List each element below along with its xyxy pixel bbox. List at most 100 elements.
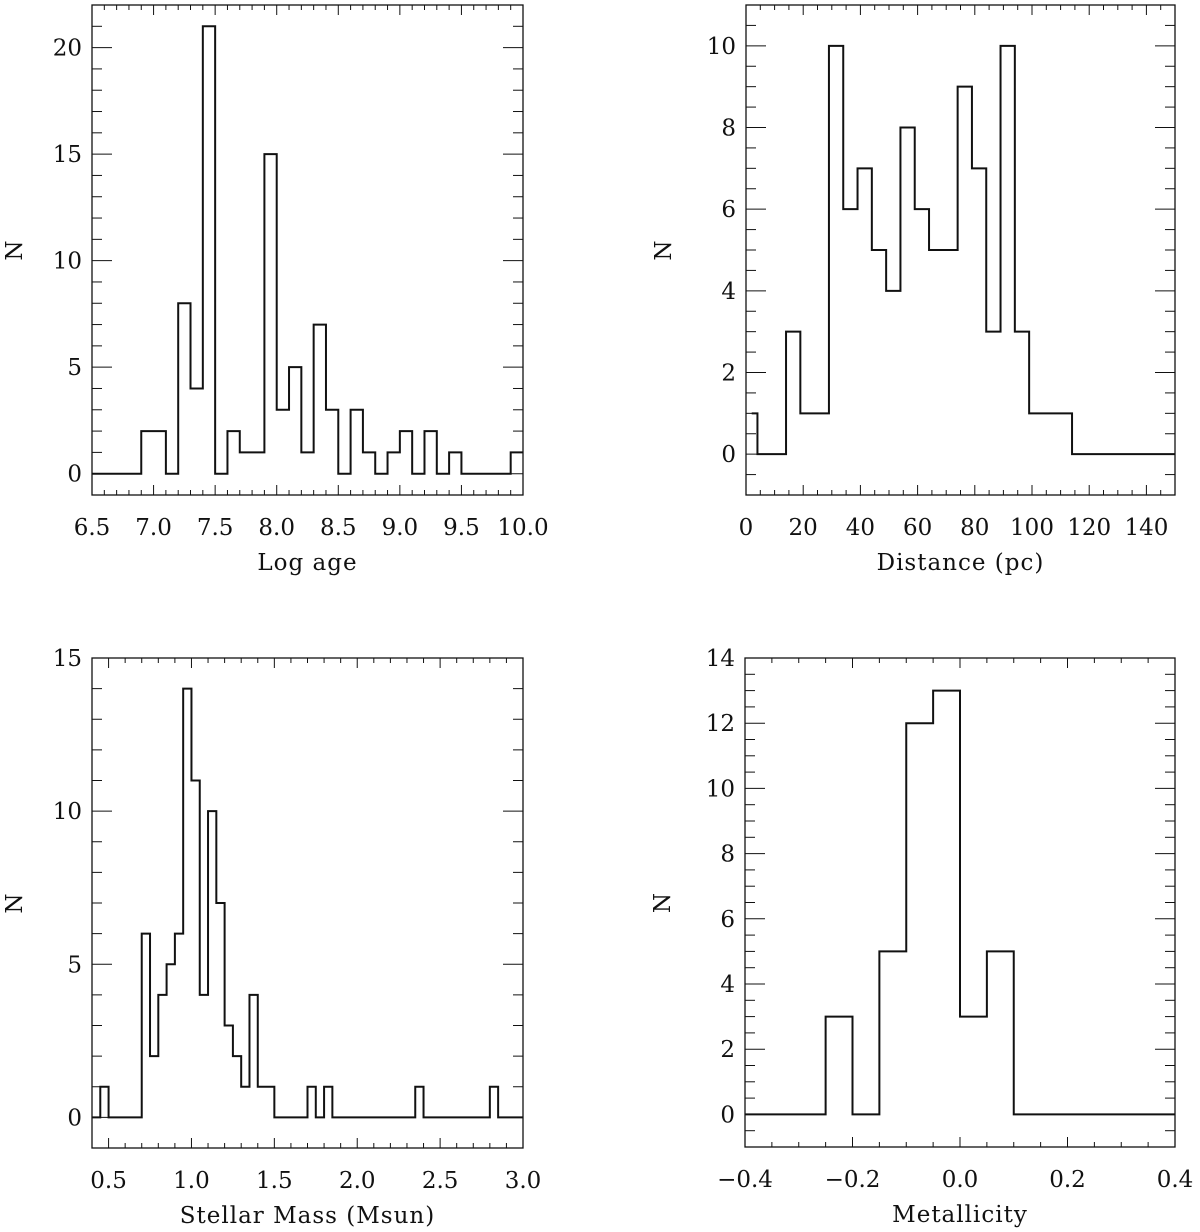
histogram-bin (326, 410, 338, 474)
histogram-bin (815, 413, 829, 454)
histogram-bins (100, 689, 498, 1118)
histogram-bin (324, 1087, 332, 1118)
histogram-bin (986, 332, 1000, 455)
x-tick-label: 100 (1010, 515, 1054, 541)
y-tick-label: 6 (721, 197, 736, 223)
histogram-step-line (92, 687, 523, 1119)
histogram-step-line (751, 44, 1175, 456)
y-tick-label: 10 (706, 776, 735, 802)
histogram-bin (301, 452, 313, 473)
histogram-bin (829, 46, 843, 454)
histogram-bin (227, 431, 239, 474)
histogram-bin (958, 87, 972, 455)
histogram-bin (154, 431, 166, 474)
y-tick-label: 10 (53, 799, 82, 825)
histogram-bin (258, 1087, 275, 1118)
histogram-bin (943, 250, 957, 454)
histogram-bin (929, 250, 943, 454)
histogram-panel-3: 0.5 1.0 1.5 2.0 2.5 3.0 0 5 10 15 Stellar Mass (Ms… (2, 646, 541, 1229)
histogram-bin (191, 781, 199, 1118)
x-tick-label: 80 (960, 515, 989, 541)
x-tick-label: 2.5 (422, 1168, 459, 1194)
histogram-bin (424, 431, 436, 474)
histogram-bin (158, 995, 166, 1118)
y-tick-label: 0 (67, 462, 82, 488)
histogram-bin (800, 413, 814, 454)
histogram-bin (249, 995, 257, 1118)
y-tick-label: 5 (67, 952, 82, 978)
x-tick-label: 60 (903, 515, 932, 541)
y-tick-label: 12 (706, 711, 735, 737)
histogram-bin (449, 452, 461, 473)
histogram-bin (175, 934, 183, 1118)
histogram-bin (150, 1056, 158, 1117)
x-tick-label: 140 (1124, 515, 1168, 541)
histogram-bin (225, 1026, 233, 1118)
histogram-bin (183, 689, 191, 1118)
histogram-bin (208, 811, 216, 1117)
x-tick-label: 2.0 (339, 1168, 376, 1194)
x-tick-label: 0.4 (1157, 1167, 1194, 1193)
y-tick-label: 5 (67, 355, 82, 381)
histogram-bin (1001, 46, 1015, 454)
histogram-bin (308, 1087, 316, 1118)
y-axis-label: N (651, 239, 677, 260)
y-tick-label: 4 (721, 279, 736, 305)
x-tick-label: 1.5 (256, 1168, 293, 1194)
histogram-bin (141, 431, 153, 474)
x-tick-label: 20 (789, 515, 818, 541)
y-tick-label: 2 (720, 1037, 735, 1063)
histogram-bin (351, 410, 363, 474)
histogram-bins (141, 26, 523, 473)
histogram-bin (786, 332, 800, 455)
histogram-bin (216, 903, 224, 1117)
y-tick-label: 15 (53, 646, 82, 672)
histogram-bin (252, 452, 264, 473)
y-axis-label: N (650, 892, 676, 913)
histogram-bin (100, 1087, 108, 1118)
histogram-bin (960, 1017, 987, 1115)
histogram-bin (490, 1087, 498, 1118)
axis-ticks (91, 657, 524, 1149)
x-tick-label: 8.0 (258, 515, 295, 541)
histogram-bin (972, 168, 986, 454)
plot-frame (91, 4, 524, 496)
histogram-panel-2: 0 20 40 60 80 100 120 140 0 2 4 6 8 10 Distance (pc) N (651, 4, 1176, 576)
histogram-bin (906, 723, 933, 1114)
y-tick-label: 8 (720, 842, 735, 868)
histogram-bin (363, 452, 375, 473)
histogram-bin (1015, 332, 1029, 455)
histogram-bin (843, 209, 857, 454)
x-tick-label: −0.2 (825, 1167, 881, 1193)
x-tick-label: 6.5 (74, 515, 111, 541)
y-tick-label: 0 (720, 1102, 735, 1128)
y-tick-label: 4 (720, 972, 735, 998)
x-tick-label: 9.0 (382, 515, 419, 541)
axis-ticks (744, 657, 1176, 1148)
histogram-bin (415, 1087, 423, 1118)
histogram-bin (241, 1087, 249, 1118)
histogram-bin (872, 250, 886, 454)
y-tick-label: 15 (53, 142, 82, 168)
y-tick-label: 2 (721, 361, 736, 387)
x-axis-label: Stellar Mass (Msun) (180, 1203, 435, 1229)
histogram-bin (240, 452, 252, 473)
y-tick-label: 10 (53, 249, 82, 275)
x-tick-label: 0.5 (90, 1168, 127, 1194)
x-tick-label: 0.2 (1049, 1167, 1086, 1193)
histogram-panel-4: −0.4 −0.2 0.0 0.2 0.4 0 2 4 6 8 10 12 14 Metallicity N (650, 646, 1193, 1228)
x-axis-label: Distance (pc) (877, 550, 1045, 576)
x-tick-label: 3.0 (505, 1168, 542, 1194)
y-tick-label: 0 (67, 1105, 82, 1131)
histogram-bin (277, 410, 289, 474)
histogram-bin (388, 452, 400, 473)
histogram-bin (1058, 413, 1072, 454)
x-tick-label: 9.5 (443, 515, 480, 541)
y-tick-label: 10 (707, 34, 736, 60)
histogram-bin (200, 995, 208, 1118)
y-axis-label: N (2, 892, 28, 913)
histogram-bin (879, 951, 906, 1114)
x-tick-label: 10.0 (497, 515, 548, 541)
histogram-bin (987, 951, 1014, 1114)
